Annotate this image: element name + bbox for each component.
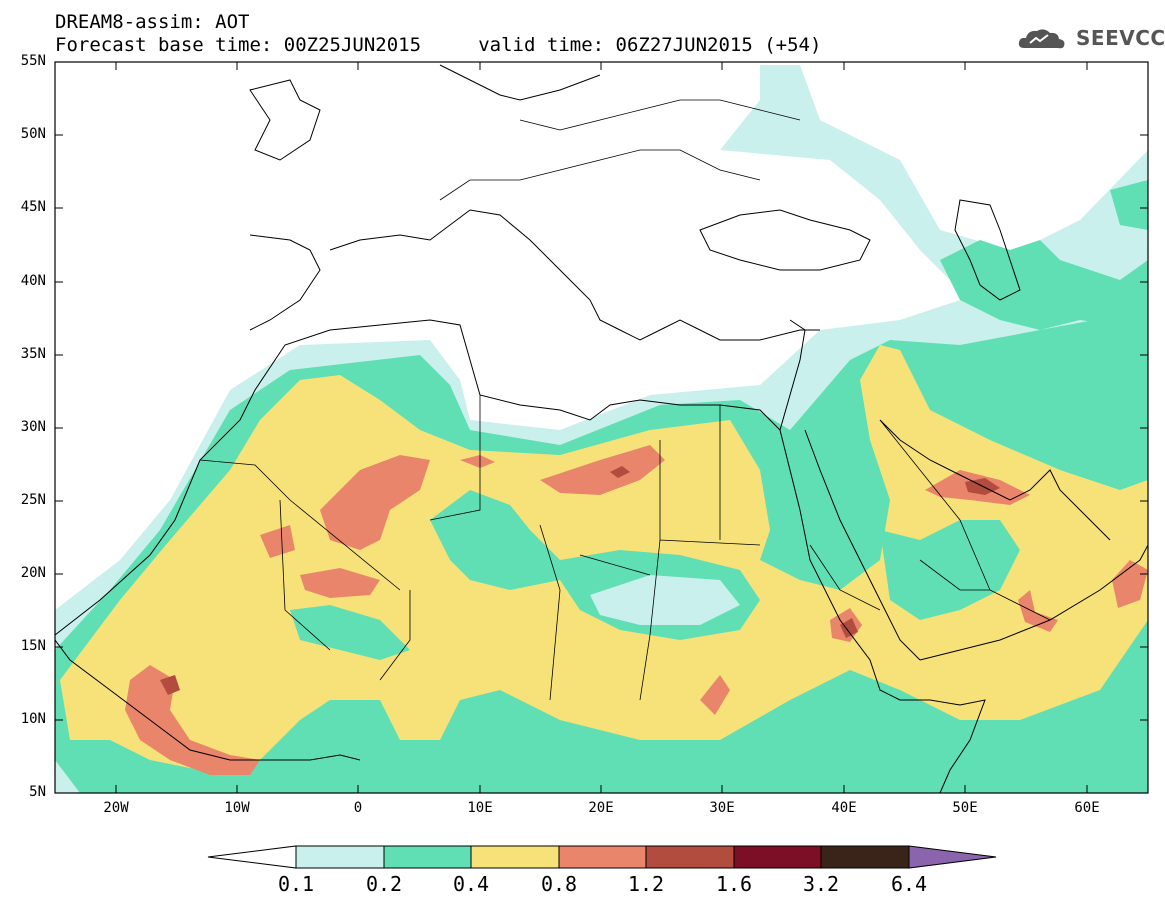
colorbar-swatch-1 — [295, 845, 385, 869]
aot-band-1.2-libya — [610, 466, 630, 478]
lat-label: 15N — [20, 638, 46, 654]
coast-gulf-of-guinea — [55, 639, 361, 761]
aot-hole-sahel-2 — [590, 575, 740, 625]
aot-hole-west — [290, 605, 410, 660]
lon-label: 20E — [588, 800, 614, 816]
colorbar-low-arrow — [207, 845, 297, 869]
seevccc-logo: SEEVCCC — [1076, 26, 1165, 50]
lat-label: 30N — [20, 419, 46, 435]
aot-band-0.8-sudan — [700, 675, 730, 715]
aot-band-0.8-libya — [540, 445, 665, 495]
aot-band-0.8-wsahara — [460, 455, 495, 468]
colorbar-label: 1.2 — [627, 872, 665, 896]
coast-gulf — [879, 419, 1111, 541]
aot-band-1.2-guinea — [160, 675, 180, 695]
lat-label: 25N — [20, 492, 46, 508]
coast-red-sea-east — [804, 429, 921, 661]
lat-label: 10N — [20, 711, 46, 727]
coast-red-sea-west — [779, 429, 901, 701]
lat-label: 35N — [20, 346, 46, 362]
aot-band-0.2-ukraine — [765, 65, 795, 100]
coast-north-africa — [55, 319, 806, 636]
aot-band-0.8-yemen — [1018, 590, 1058, 632]
aot-band-1.2-eritrea — [840, 618, 858, 638]
aot-contours — [55, 65, 1148, 793]
lat-label: 50N — [20, 126, 46, 142]
axis-ticks — [55, 61, 1148, 794]
aot-band-0.1-north — [720, 65, 1100, 300]
colorbar-label: 0.2 — [365, 872, 403, 896]
cloud-icon — [1018, 29, 1065, 49]
colorbar-swatch-3 — [470, 845, 560, 869]
country-borders — [199, 99, 1051, 701]
colorbar-label: 0.8 — [540, 872, 578, 896]
colorbar-label: 0.4 — [452, 872, 490, 896]
coast-caspian — [954, 199, 1021, 301]
lat-label: 40N — [20, 273, 46, 289]
lat-label: 20N — [20, 565, 46, 581]
aot-band-0.8-algeria — [320, 455, 430, 550]
map-title: DREAM8-assim: AOT — [55, 11, 250, 33]
colorbar-swatch-7 — [820, 845, 910, 869]
colorbar-label: 6.4 — [890, 872, 928, 896]
colorbar-swatch-4 — [558, 845, 647, 869]
lon-label: 0 — [353, 800, 363, 816]
lon-label: 10E — [467, 800, 493, 816]
colorbar-swatch-5 — [645, 845, 735, 869]
aot-hole-arabia — [880, 520, 1020, 620]
lon-label: 40E — [831, 800, 857, 816]
lon-label: 60E — [1074, 800, 1100, 816]
colorbar-swatch-2 — [383, 845, 472, 869]
lat-label: 55N — [20, 53, 46, 69]
colorbar-high-arrow — [908, 845, 997, 869]
aot-band-0.8-mali — [260, 525, 295, 558]
coast-europe-south — [249, 209, 820, 341]
aot-band-0.2-ne — [1110, 180, 1148, 230]
colorbar-label: 1.6 — [715, 872, 753, 896]
colorbar-label: 3.2 — [802, 872, 840, 896]
aot-band-0.8-niger — [300, 568, 380, 598]
coast-britain — [249, 79, 321, 161]
lat-label: 45N — [20, 199, 46, 215]
lat-label: 5N — [29, 784, 46, 800]
colorbar-swatch-6 — [733, 845, 822, 869]
coast-black-sea — [699, 209, 871, 271]
coast-scandinavia — [439, 64, 601, 101]
lon-label: 20W — [103, 800, 129, 816]
lon-label: 50E — [952, 800, 978, 816]
forecast-time-line: Forecast base time: 00Z25JUN2015 valid t… — [55, 34, 822, 56]
lon-label: 10W — [224, 800, 250, 816]
aot-band-0.8-oman — [1112, 560, 1148, 608]
colorbar-label: 0.1 — [277, 872, 315, 896]
aot-band-0.2-caspian — [940, 240, 1148, 330]
lon-label: 30E — [709, 800, 735, 816]
coast-horn-africa — [900, 699, 986, 793]
colorbar — [207, 845, 997, 869]
aot-band-0.8-guinea — [125, 665, 260, 775]
